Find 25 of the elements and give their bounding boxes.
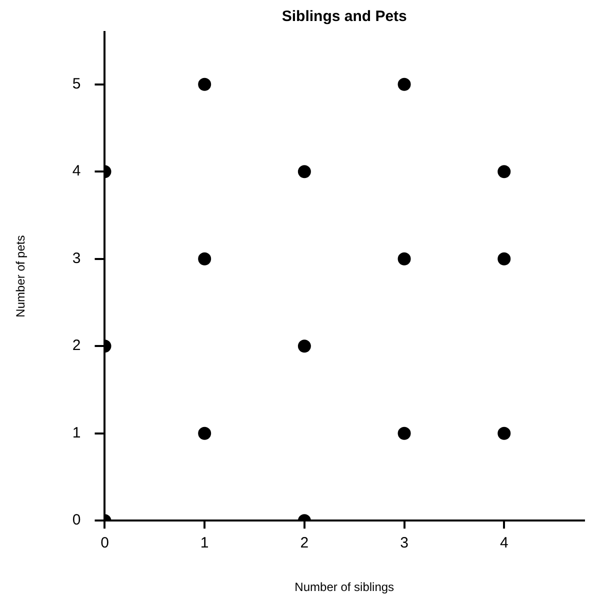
point (198, 78, 212, 91)
point (498, 252, 511, 266)
y-tick-label: 3 (72, 250, 81, 267)
point (298, 340, 311, 353)
chart-title: Siblings and Pets (282, 8, 407, 26)
point (198, 252, 212, 266)
y-tick-label: 1 (72, 424, 81, 442)
x-tick-label: 3 (400, 534, 408, 552)
x-tick-label: 2 (300, 534, 309, 552)
x-tick-label: 1 (200, 534, 209, 552)
point (498, 165, 511, 178)
point (398, 252, 411, 266)
point (398, 78, 411, 91)
y-tick-label: 0 (72, 512, 81, 529)
point (398, 426, 411, 440)
y-tick-label: 2 (72, 337, 81, 354)
y-axis-title: Number of pets (14, 235, 28, 318)
point (298, 165, 311, 178)
y-tick-label: 4 (72, 162, 81, 180)
x-tick-label: 0 (100, 534, 109, 552)
y-tick-label: 5 (72, 75, 81, 92)
point (198, 426, 212, 440)
x-axis-title: Number of siblings (294, 580, 394, 594)
point (498, 426, 511, 440)
x-tick-label: 4 (500, 534, 508, 552)
